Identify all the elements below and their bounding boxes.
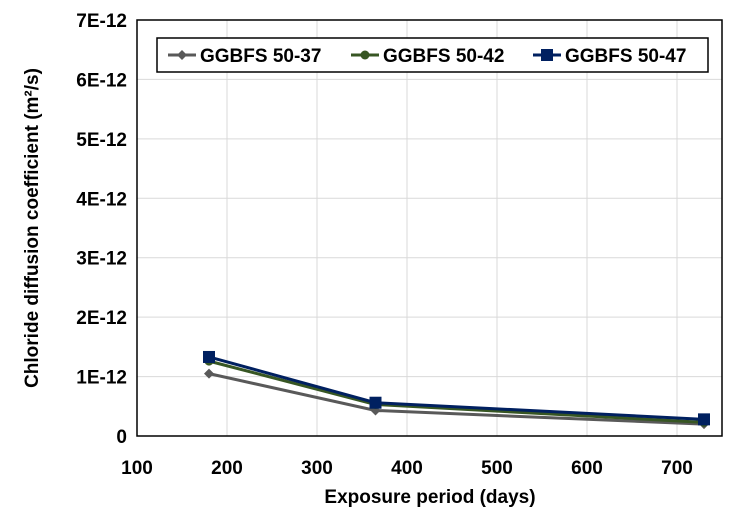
diamond-marker — [204, 368, 214, 379]
square-marker — [203, 350, 215, 363]
y-tick-label: 1E-12 — [76, 368, 127, 389]
legend-item: GGBFS 50-42 — [351, 46, 504, 67]
legend-box — [156, 37, 709, 73]
x-tick-label: 100 — [121, 458, 153, 479]
y-axis-label: Chloride diffusion coefficient (m²/s) — [22, 68, 43, 388]
legend-label: GGBFS 50-42 — [383, 46, 504, 67]
y-tick-label: 3E-12 — [76, 249, 127, 270]
series-ggbfs-50-47 — [203, 350, 710, 426]
x-tick-label: 300 — [301, 458, 333, 479]
y-tick-label: 5E-12 — [76, 130, 127, 151]
legend-circle-marker — [360, 50, 370, 60]
x-tick-label: 600 — [571, 458, 603, 479]
x-tick-label: 200 — [211, 458, 243, 479]
y-tick-label: 6E-12 — [76, 70, 127, 91]
y-tick-label: 0 — [116, 427, 127, 448]
x-tick-label: 500 — [481, 458, 513, 479]
legend-square-marker — [541, 49, 553, 61]
x-tick-label: 400 — [391, 458, 423, 479]
legend-label: GGBFS 50-37 — [200, 46, 321, 67]
square-marker — [698, 413, 710, 426]
y-tick-label: 7E-12 — [76, 11, 127, 32]
legend-diamond-marker — [177, 50, 187, 60]
legend-item: GGBFS 50-37 — [168, 46, 321, 67]
legend-item: GGBFS 50-47 — [533, 46, 686, 67]
legend-label: GGBFS 50-47 — [565, 46, 686, 67]
plot-area-frame — [136, 19, 723, 437]
y-tick-label: 4E-12 — [76, 189, 127, 210]
x-tick-label: 700 — [661, 458, 693, 479]
square-marker — [369, 396, 382, 409]
x-axis-label: Exposure period (days) — [324, 487, 535, 508]
y-tick-label: 2E-12 — [76, 308, 127, 329]
